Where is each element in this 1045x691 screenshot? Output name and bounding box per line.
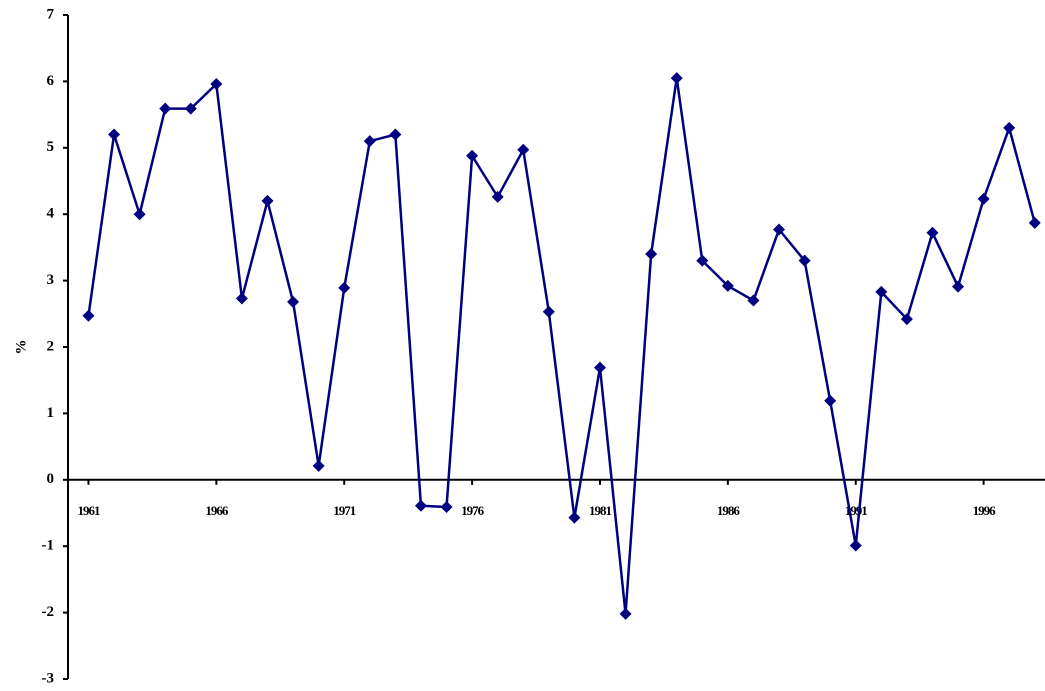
point-marker [466,149,479,162]
point-marker [491,190,504,203]
point-marker [363,135,376,148]
point-marker [568,511,581,524]
x-tick-label: 1961 [77,503,100,518]
point-marker [338,281,351,294]
point-marker [593,361,606,374]
y-tick-label: 7 [47,6,55,22]
y-tick-label: 5 [47,139,55,155]
series-line [87,77,1036,615]
y-tick-label: 2 [47,338,55,354]
point-marker [824,394,837,407]
y-tick-label: -2 [42,604,55,620]
x-tick-label: 1976 [461,503,485,518]
point-marker [773,223,786,236]
y-tick-label: 1 [47,405,55,421]
point-marker [235,292,248,305]
point-marker [900,313,913,326]
point-marker [184,102,197,115]
point-marker [849,539,862,552]
point-marker [952,280,965,293]
point-marker [798,254,811,267]
point-marker [645,248,658,261]
point-marker [926,226,939,239]
point-marker [287,295,300,308]
point-marker [389,128,402,141]
y-tick-label: -3 [42,670,55,686]
y-tick-label: 3 [47,272,55,288]
point-marker [875,285,888,298]
point-marker [159,102,172,115]
point-marker [440,501,453,514]
y-tick-label: -1 [42,538,55,554]
x-tick-label: 1981 [589,503,612,518]
point-marker [619,607,632,620]
point-marker [670,72,683,85]
point-marker [210,78,223,91]
point-marker [977,192,990,205]
point-marker [414,499,427,512]
y-tick-label: 0 [47,471,55,487]
point-marker [82,309,95,322]
point-marker [747,294,760,307]
point-marker [696,254,709,267]
x-tick-label: 1966 [205,503,229,518]
x-tick-label: 1996 [973,503,997,518]
point-marker [133,208,146,221]
y-axis-label: % [13,340,29,355]
y-tick-label: 6 [47,73,55,89]
point-marker [108,128,121,141]
point-marker [1003,121,1016,134]
x-tick-label: 1971 [333,503,356,518]
y-tick-label: 4 [47,206,55,222]
point-marker [261,194,274,207]
point-marker [517,143,530,156]
point-marker [312,459,325,472]
point-marker [1028,216,1041,229]
point-marker [721,279,734,292]
point-marker [542,305,555,318]
x-tick-label: 1986 [717,503,741,518]
